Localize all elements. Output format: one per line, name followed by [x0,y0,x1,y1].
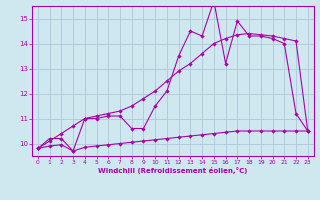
X-axis label: Windchill (Refroidissement éolien,°C): Windchill (Refroidissement éolien,°C) [98,167,247,174]
